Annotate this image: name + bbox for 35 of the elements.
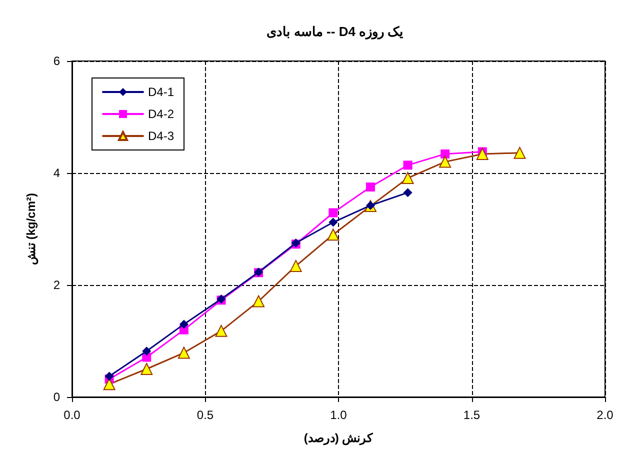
point — [104, 372, 114, 381]
point — [328, 218, 338, 227]
legend-label: D4-3 — [148, 129, 174, 143]
point — [290, 260, 302, 272]
point — [403, 188, 412, 198]
x-tick-label: 2.0 — [596, 408, 614, 422]
y-tick-label: 2 — [53, 278, 60, 292]
x-axis-title: کرنش (درصد) — [304, 431, 374, 446]
point — [328, 208, 338, 218]
x-tick-label: 0.0 — [64, 408, 81, 422]
point — [142, 346, 152, 356]
point — [366, 182, 375, 192]
x-tick-label: 0.5 — [196, 408, 214, 422]
legend-label: D4-2 — [148, 107, 174, 121]
y-tick-label: 4 — [53, 166, 60, 180]
point — [252, 295, 265, 308]
point — [178, 346, 190, 359]
chart-title: ماسه بادی -- D4 یک روزه — [266, 24, 404, 40]
x-tick-label: 1.0 — [330, 408, 348, 422]
point — [440, 149, 450, 158]
point — [514, 146, 526, 159]
point — [327, 228, 340, 241]
point — [439, 156, 452, 168]
y-tick-label: 0 — [53, 390, 60, 404]
point — [140, 363, 153, 375]
point — [476, 148, 488, 160]
point — [103, 378, 116, 390]
legend-label: D4-1 — [148, 85, 174, 99]
point — [402, 172, 414, 184]
y-axis-title: تنش (kg/cm²) — [24, 192, 39, 266]
point — [179, 320, 188, 329]
y-tick-label: 6 — [53, 54, 60, 68]
x-tick-label: 1.5 — [463, 408, 480, 422]
point — [215, 324, 228, 337]
point — [403, 160, 412, 170]
